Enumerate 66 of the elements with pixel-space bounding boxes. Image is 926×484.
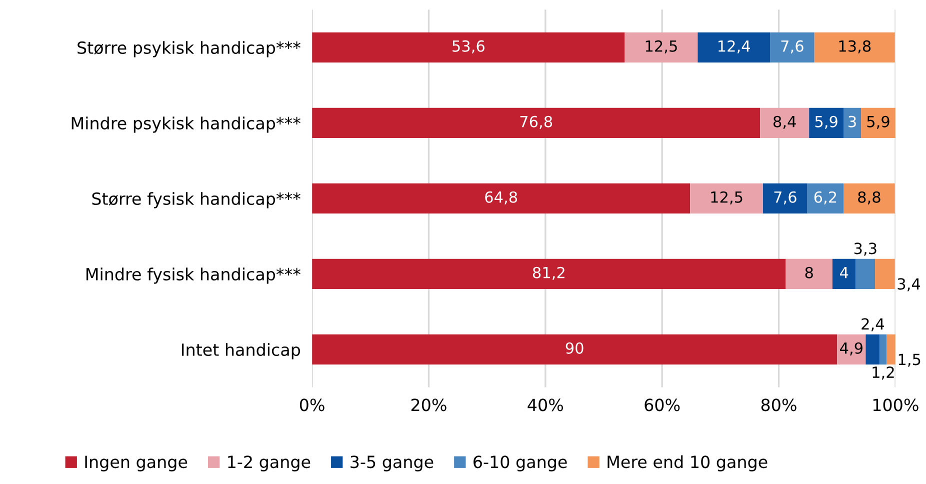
data-label: 8,8 xyxy=(858,191,880,204)
data-label: 1,5 xyxy=(898,354,920,367)
data-label: 13,8 xyxy=(839,40,871,54)
x-tick-label: 40% xyxy=(528,398,564,412)
y-tick-label: Intet handicap xyxy=(182,343,300,360)
data-label: 12,5 xyxy=(711,191,742,204)
bar xyxy=(809,108,844,138)
data-label: 5,9 xyxy=(815,116,838,129)
bar xyxy=(763,183,808,214)
data-label: 3,3 xyxy=(854,242,876,256)
bar xyxy=(698,32,770,63)
y-tick-label: Mindre psykisk handicap*** xyxy=(72,116,300,133)
y-tick-label: Større fysisk handicap*** xyxy=(92,192,300,208)
bar xyxy=(837,334,866,365)
data-label: 7,6 xyxy=(774,191,796,204)
bar xyxy=(312,108,760,138)
data-label: 4 xyxy=(840,267,848,278)
legend-label: 3-5 gange xyxy=(350,456,434,472)
data-label: 5,9 xyxy=(867,116,890,129)
bar xyxy=(786,258,832,290)
legend-label: Ingen gange xyxy=(85,456,188,472)
bar xyxy=(880,334,887,365)
bar xyxy=(312,32,625,63)
data-label: 7,6 xyxy=(781,40,804,54)
bar xyxy=(844,183,895,214)
data-label: 6,2 xyxy=(814,191,836,204)
legend-label: 1-2 gange xyxy=(228,456,310,472)
legend-label: Mere end 10 gange xyxy=(608,455,768,472)
data-label: 90 xyxy=(566,342,584,354)
bar xyxy=(832,258,856,290)
data-label: 8 xyxy=(805,266,813,278)
bar xyxy=(760,108,810,138)
legend-label: 6-10 gange xyxy=(474,456,567,472)
bar xyxy=(875,258,895,290)
data-label: 4,9 xyxy=(840,342,862,356)
bar xyxy=(886,334,896,365)
data-label: 53,6 xyxy=(452,40,484,54)
data-label: 64,8 xyxy=(485,191,518,204)
bar xyxy=(312,183,690,214)
x-tick-label: 20% xyxy=(411,398,446,412)
bar xyxy=(861,108,896,138)
data-label: 76,8 xyxy=(520,116,552,129)
data-label: 8,4 xyxy=(773,116,796,129)
data-label: 2,4 xyxy=(862,318,884,332)
data-label: 1,2 xyxy=(872,366,894,380)
data-label: 3 xyxy=(848,116,856,128)
bar xyxy=(312,334,838,365)
data-label: 12,4 xyxy=(718,40,750,54)
x-tick-label: 0% xyxy=(300,398,324,412)
data-label: 12,5 xyxy=(646,40,677,54)
bar xyxy=(770,32,814,63)
bar xyxy=(690,183,764,214)
y-tick-label: Større psykisk handicap*** xyxy=(78,41,300,58)
y-tick-label: Mindre fysisk handicap*** xyxy=(86,268,300,284)
x-tick-label: 60% xyxy=(644,398,680,412)
x-tick-label: 80% xyxy=(761,398,796,412)
bar xyxy=(807,183,844,214)
bar xyxy=(844,108,862,138)
bar xyxy=(312,258,786,290)
bar xyxy=(856,258,876,290)
x-tick-label: 100% xyxy=(873,398,918,412)
data-label: 81,2 xyxy=(532,266,564,280)
bar xyxy=(814,32,895,63)
bar xyxy=(866,334,880,365)
data-label: 3,4 xyxy=(898,278,920,292)
bar xyxy=(624,32,698,63)
